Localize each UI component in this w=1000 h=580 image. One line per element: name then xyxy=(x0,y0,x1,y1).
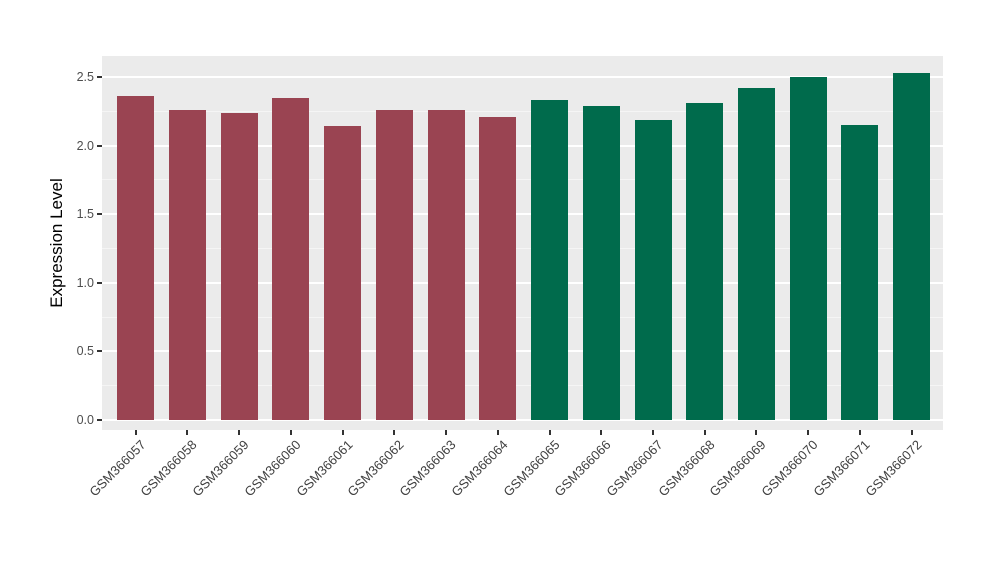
bar-GSM366065 xyxy=(531,100,569,420)
y-tick-mark xyxy=(97,350,102,353)
gridline-major xyxy=(102,144,943,147)
bar-GSM366070 xyxy=(789,77,827,420)
bar-GSM366071 xyxy=(841,125,879,420)
x-tick-mark xyxy=(600,430,603,435)
bar-GSM366063 xyxy=(427,109,465,420)
x-tick-mark xyxy=(289,430,292,435)
x-tick-mark xyxy=(393,430,396,435)
gridline-major xyxy=(102,76,943,78)
y-tick-label: 0.5 xyxy=(76,344,94,359)
y-tick-label: 0.0 xyxy=(76,413,94,427)
gridline-major xyxy=(102,419,943,421)
y-tick-label: 2.0 xyxy=(76,138,94,153)
y-tick-mark xyxy=(97,281,102,284)
gridline-minor xyxy=(102,110,943,112)
x-tick-mark xyxy=(186,430,189,435)
x-tick-mark xyxy=(652,430,654,435)
plot-panel xyxy=(102,56,943,430)
bar-GSM366067 xyxy=(634,119,672,420)
bar-GSM366057 xyxy=(117,96,155,420)
x-tick-mark xyxy=(807,430,810,435)
y-tick-mark xyxy=(97,144,102,147)
gridline-minor xyxy=(102,385,943,387)
gridline-major xyxy=(102,213,943,216)
x-tick-mark xyxy=(910,430,913,435)
x-tick-mark xyxy=(548,430,551,435)
y-tick-label: 2.5 xyxy=(76,70,94,84)
gridline-minor xyxy=(102,248,943,249)
bar-GSM366058 xyxy=(168,109,206,420)
y-tick-label: 1.0 xyxy=(76,275,94,290)
x-tick-mark xyxy=(703,430,706,435)
y-tick-mark xyxy=(97,76,102,78)
bar-GSM366062 xyxy=(375,109,413,420)
x-tick-mark xyxy=(496,430,499,435)
gridline-minor xyxy=(102,179,943,181)
bar-GSM366066 xyxy=(582,105,620,420)
x-tick-mark xyxy=(341,430,344,435)
x-tick-mark xyxy=(134,430,137,435)
bar-GSM366069 xyxy=(737,87,775,420)
bar-GSM366064 xyxy=(479,116,517,420)
x-tick-mark xyxy=(238,430,241,435)
bar-GSM366061 xyxy=(324,126,362,420)
bar-GSM366068 xyxy=(686,103,724,420)
bar-GSM366059 xyxy=(220,112,258,420)
bar-GSM366072 xyxy=(893,72,931,420)
y-tick-label: 1.5 xyxy=(76,207,94,222)
x-tick-mark xyxy=(445,430,448,435)
gridline-major xyxy=(102,281,943,284)
x-tick-mark xyxy=(755,430,758,435)
x-tick-mark xyxy=(858,430,861,435)
y-tick-mark xyxy=(97,213,102,216)
bar-GSM366060 xyxy=(272,97,310,420)
y-tick-mark xyxy=(97,419,102,421)
gridline-minor xyxy=(102,316,943,318)
gridline-major xyxy=(102,350,943,353)
